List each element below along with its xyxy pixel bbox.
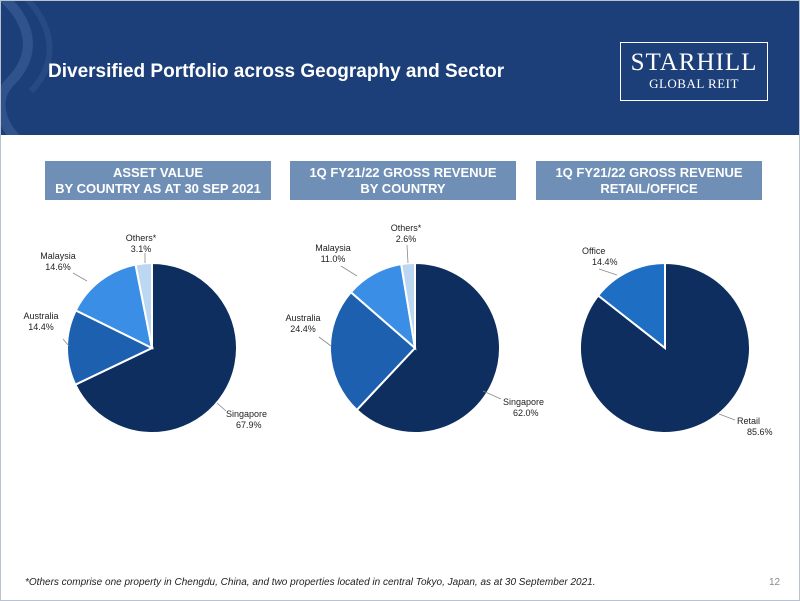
pie-slice-australia: [329, 290, 417, 412]
leader-line: [62, 338, 70, 347]
pie-slice-singapore: [73, 261, 238, 434]
leader-line: [482, 390, 502, 400]
panel-header-line2: BY COUNTRY: [360, 180, 446, 196]
slice-name-label: Singapore: [226, 409, 267, 419]
decorative-swoosh-icon: [1, 1, 53, 135]
logo-line1: STARHILL: [630, 49, 758, 76]
leader-line: [340, 265, 358, 277]
slice-value-label: 3.1%: [131, 244, 152, 254]
slice-name-label: Others*: [126, 233, 157, 243]
slice-value-label: 14.4%: [28, 322, 54, 332]
header-banner: Diversified Portfolio across Geography a…: [1, 1, 799, 135]
page-title: Diversified Portfolio across Geography a…: [48, 61, 505, 82]
panel-header-line1: ASSET VALUE: [112, 164, 204, 180]
panel-header-revenue-retail-office: 1Q FY21/22 GROSS REVENUE RETAIL/OFFICE: [536, 161, 762, 200]
slice-name-label: Office: [582, 246, 605, 256]
leader-line: [318, 336, 332, 347]
slice-name-label: Retail: [737, 416, 760, 426]
leader-line: [406, 244, 409, 264]
pie-slice-singapore: [355, 261, 501, 434]
leader-line: [72, 272, 88, 282]
panel-header-asset-value: ASSET VALUE BY COUNTRY AS AT 30 SEP 2021: [45, 161, 271, 200]
slice-value-label: 11.0%: [321, 254, 346, 264]
slice-value-label: 24.4%: [290, 324, 316, 334]
pie-slice-office: [596, 261, 666, 351]
starhill-logo: STARHILL GLOBAL REIT: [620, 42, 768, 101]
leader-line: [718, 413, 736, 421]
footnote: *Others comprise one property in Chengdu…: [25, 577, 596, 588]
logo-line2: GLOBAL REIT: [649, 76, 739, 91]
slice-value-label: 85.6%: [747, 427, 773, 437]
leader-line: [598, 268, 618, 276]
slice-value-label: 62.0%: [513, 408, 539, 418]
leader-line: [216, 402, 227, 412]
panel-header-line2: RETAIL/OFFICE: [600, 180, 698, 196]
slice-value-label: 67.9%: [236, 420, 262, 430]
slice-name-label: Australia: [23, 311, 58, 321]
panel-header-line1: 1Q FY21/22 GROSS REVENUE: [555, 164, 743, 180]
panel-header-line2: BY COUNTRY AS AT 30 SEP 2021: [55, 180, 261, 196]
slice-value-label: 2.6%: [396, 234, 417, 244]
slice-name-label: Australia: [285, 313, 320, 323]
pie-slice-others: [400, 261, 416, 349]
page-number: 12: [769, 577, 781, 588]
panel-header-revenue-by-country: 1Q FY21/22 GROSS REVENUE BY COUNTRY: [290, 161, 516, 200]
slice-name-label: Singapore: [503, 397, 544, 407]
slice-name-label: Others*: [391, 223, 422, 233]
panel-header-line1: 1Q FY21/22 GROSS REVENUE: [309, 164, 497, 180]
slice-value-label: 14.6%: [45, 262, 71, 272]
slice-value-label: 14.4%: [592, 257, 618, 267]
pie-slice-others: [134, 261, 153, 349]
slice-name-label: Malaysia: [315, 243, 351, 253]
slice-name-label: Malaysia: [40, 251, 76, 261]
pie-slice-australia: [66, 309, 155, 387]
pie-slice-malaysia: [74, 263, 154, 350]
